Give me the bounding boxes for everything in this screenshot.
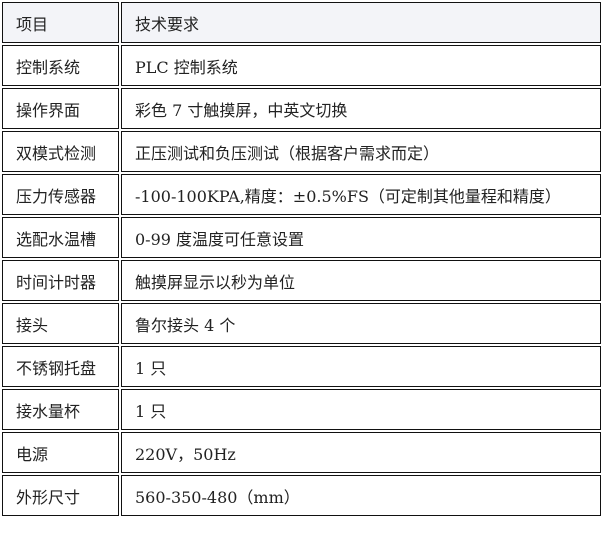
item-cell: 双模式检测 — [2, 131, 119, 172]
table-row: 压力传感器 -100-100KPA,精度：±0.5%FS（可定制其他量程和精度） — [2, 174, 601, 215]
item-cell: 时间计时器 — [2, 260, 119, 301]
item-cell: 不锈钢托盘 — [2, 346, 119, 387]
item-cell: 选配水温槽 — [2, 217, 119, 258]
item-cell: 控制系统 — [2, 45, 119, 86]
table-row: 双模式检测 正压测试和负压测试（根据客户需求而定） — [2, 131, 601, 172]
table-row: 时间计时器 触摸屏显示以秒为单位 — [2, 260, 601, 301]
item-cell: 电源 — [2, 432, 119, 473]
item-cell: 压力传感器 — [2, 174, 119, 215]
requirement-cell: 彩色 7 寸触摸屏，中英文切换 — [121, 88, 601, 129]
requirement-cell: PLC 控制系统 — [121, 45, 601, 86]
table-row: 不锈钢托盘 1 只 — [2, 346, 601, 387]
table-row: 接头 鲁尔接头 4 个 — [2, 303, 601, 344]
table-row: 电源 220V，50Hz — [2, 432, 601, 473]
item-cell: 操作界面 — [2, 88, 119, 129]
requirement-cell: 正压测试和负压测试（根据客户需求而定） — [121, 131, 601, 172]
requirement-cell: 鲁尔接头 4 个 — [121, 303, 601, 344]
item-cell: 接水量杯 — [2, 389, 119, 430]
requirement-cell: 1 只 — [121, 346, 601, 387]
requirement-cell: 0-99 度温度可任意设置 — [121, 217, 601, 258]
header-requirement: 技术要求 — [121, 2, 601, 43]
item-cell: 外形尺寸 — [2, 475, 119, 516]
header-item: 项目 — [2, 2, 119, 43]
table-row: 外形尺寸 560-350-480（mm） — [2, 475, 601, 516]
table-header-row: 项目 技术要求 — [2, 2, 601, 43]
table-row: 操作界面 彩色 7 寸触摸屏，中英文切换 — [2, 88, 601, 129]
table-row: 接水量杯 1 只 — [2, 389, 601, 430]
requirement-cell: 560-350-480（mm） — [121, 475, 601, 516]
requirement-cell: 220V，50Hz — [121, 432, 601, 473]
requirement-cell: -100-100KPA,精度：±0.5%FS（可定制其他量程和精度） — [121, 174, 601, 215]
table-row: 控制系统 PLC 控制系统 — [2, 45, 601, 86]
spec-table: 项目 技术要求 控制系统 PLC 控制系统 操作界面 彩色 7 寸触摸屏，中英文切换双… — [2, 2, 601, 516]
item-cell: 接头 — [2, 303, 119, 344]
table-row: 选配水温槽 0-99 度温度可任意设置 — [2, 217, 601, 258]
requirement-cell: 1 只 — [121, 389, 601, 430]
requirement-cell: 触摸屏显示以秒为单位 — [121, 260, 601, 301]
